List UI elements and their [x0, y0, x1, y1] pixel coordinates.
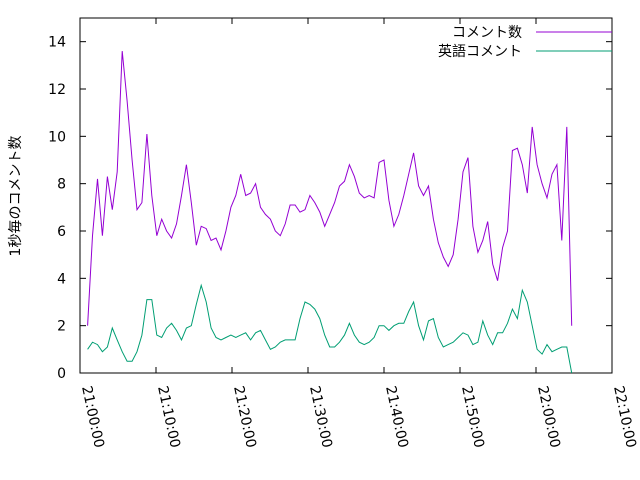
- y-tick-label: 0: [57, 366, 66, 382]
- series-line: [87, 51, 573, 326]
- x-tick-label: 22:00:00: [534, 385, 563, 450]
- x-tick-label: 21:50:00: [458, 385, 487, 450]
- y-tick-label: 6: [57, 224, 66, 240]
- y-tick-label: 10: [48, 129, 66, 145]
- y-tick-label: 2: [57, 319, 66, 335]
- y-tick-label: 14: [48, 35, 66, 51]
- x-tick-label: 21:00:00: [78, 385, 107, 450]
- series-line: [87, 283, 573, 374]
- y-axis-label: 1秒毎のコメント数: [8, 136, 24, 257]
- x-tick-label: 21:10:00: [154, 385, 183, 450]
- legend-label: 英語コメント: [438, 43, 522, 60]
- y-tick-label: 8: [57, 177, 66, 193]
- x-tick-label: 22:10:00: [610, 385, 639, 450]
- y-tick-label: 4: [57, 271, 66, 287]
- x-tick-label: 21:30:00: [306, 385, 335, 450]
- legend-label: コメント数: [452, 25, 522, 41]
- x-tick-label: 21:20:00: [230, 385, 259, 450]
- x-tick-label: 21:40:00: [382, 385, 411, 450]
- plot-frame: [79, 17, 613, 374]
- y-tick-label: 12: [48, 82, 66, 98]
